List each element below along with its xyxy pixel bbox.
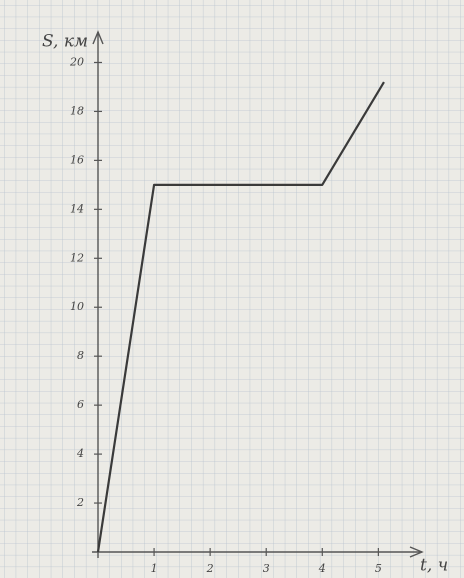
chart: 246810121416182012345 S, км t, ч	[0, 0, 464, 578]
y-tick-label: 2	[76, 496, 84, 509]
y-tick-label: 14	[70, 202, 84, 215]
y-tick-label: 20	[69, 55, 84, 68]
y-tick-label: 18	[70, 104, 84, 117]
x-tick-label: 4	[318, 562, 326, 575]
x-tick-label: 2	[206, 562, 214, 575]
y-tick-label: 16	[70, 153, 84, 166]
y-tick-label: 6	[77, 398, 84, 411]
y-tick-label: 8	[77, 349, 84, 362]
y-axis-title: S, км	[42, 32, 88, 52]
x-tick-label: 5	[375, 562, 382, 575]
x-tick-label: 1	[151, 562, 158, 575]
x-tick-label: 3	[263, 562, 270, 575]
paper-grid	[0, 0, 464, 578]
y-tick-label: 10	[70, 300, 84, 313]
x-axis-title: t, ч	[420, 556, 448, 576]
y-tick-label: 4	[76, 447, 84, 460]
y-tick-label: 12	[70, 251, 84, 264]
